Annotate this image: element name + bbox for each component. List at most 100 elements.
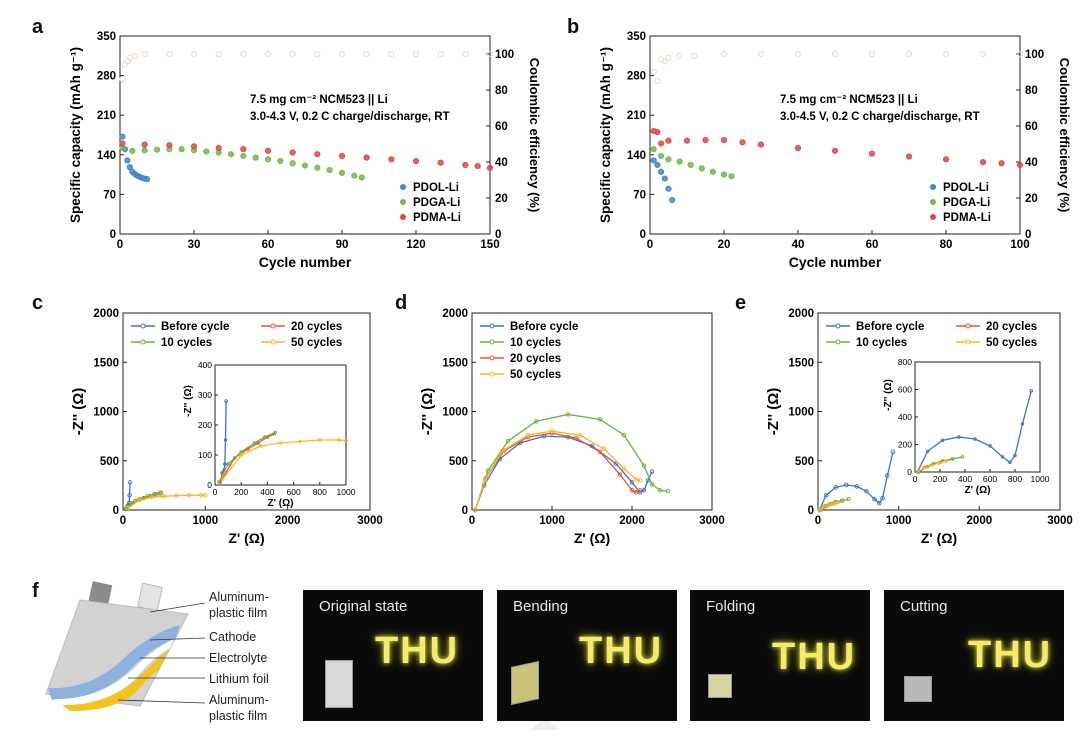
leader-line — [149, 602, 206, 613]
x-tick-label: 30 — [188, 239, 201, 251]
plot-frame — [471, 312, 713, 511]
data-point-pdma-li — [654, 129, 661, 136]
data-point — [226, 462, 230, 466]
inset-chart: 0 200 400 600 800 1000 0 200 400 600 800 Z' (Ω) -Z''… — [883, 357, 1050, 496]
x-tick-label: 20 — [718, 239, 731, 251]
data-point-pdma-li — [658, 140, 665, 147]
data-point-pdga-li — [314, 164, 321, 171]
y2-tick-label: 40 — [1025, 157, 1038, 169]
data-point — [223, 462, 227, 466]
x-tick-label: 1000 — [193, 515, 219, 527]
data-point-pdma-li — [1016, 161, 1024, 169]
y-tick-label: 2000 — [788, 308, 814, 320]
data-point — [601, 446, 607, 452]
data-point — [161, 493, 167, 499]
data-point — [940, 438, 945, 443]
data-point — [125, 505, 131, 511]
data-point — [854, 484, 859, 489]
data-point-pdma-li — [240, 146, 247, 153]
inset-x-tick-label: 400 — [958, 474, 972, 484]
ce-point — [437, 50, 444, 58]
data-point — [256, 441, 260, 445]
x-tick-label: 0 — [815, 515, 821, 527]
y-tick-label: 500 — [795, 456, 814, 468]
y-tick-label: 1000 — [788, 407, 814, 419]
ce-point — [665, 54, 672, 61]
data-point — [973, 437, 977, 441]
data-point — [198, 492, 204, 498]
data-point — [505, 438, 511, 444]
y-tick-label: 0 — [640, 229, 646, 241]
data-point-pdma-li — [720, 136, 728, 144]
series-line-50-cycles — [917, 460, 947, 473]
ce-point — [650, 68, 657, 76]
plot-frame — [649, 35, 1021, 235]
cathode-layer — [48, 625, 180, 700]
inset-y-tick-label: 200 — [898, 440, 912, 450]
legend-label: 20 cycles — [510, 353, 561, 365]
lithium-layer — [62, 650, 168, 712]
x-tick-label: 0 — [647, 239, 653, 251]
inset-y-label: -Z'' (Ω) — [883, 379, 894, 411]
pouch-label-electrolyte: Electrolyte — [209, 651, 268, 665]
data-point — [988, 444, 992, 448]
legend-marker — [400, 199, 406, 205]
data-point-pdma-li — [739, 139, 746, 146]
inset-y-tick-label: 800 — [898, 357, 912, 367]
y-tick-label: 70 — [633, 189, 646, 201]
ce-point — [119, 76, 126, 83]
data-point — [937, 461, 941, 465]
legend-label: 10 cycles — [161, 337, 212, 349]
data-point-pdga-li — [178, 146, 185, 153]
data-point-pdga-li — [676, 158, 683, 165]
pouch-cell-schematic — [45, 581, 206, 712]
y-tick-label: 500 — [449, 456, 468, 468]
data-point — [149, 494, 155, 500]
data-point-pdma-li — [942, 156, 950, 163]
pouch-cell-image — [904, 676, 932, 702]
y-tick-label: 70 — [103, 189, 116, 201]
data-point — [123, 506, 128, 512]
y2-tick-label: 60 — [1025, 121, 1038, 133]
y-tick-label: 1500 — [788, 357, 814, 369]
legend-label: Before cycle — [856, 321, 924, 333]
data-point-pdga-li — [203, 148, 210, 155]
data-point — [573, 435, 579, 441]
y2-tick-label: 80 — [495, 85, 508, 97]
data-point-pdga-li — [301, 162, 309, 169]
data-point-pdma-li — [338, 152, 346, 160]
inset-x-tick-label: 0 — [213, 487, 218, 497]
data-point — [649, 482, 655, 487]
ce-point — [388, 50, 395, 58]
data-point-pdga-li — [698, 165, 705, 172]
data-point — [629, 488, 635, 493]
electrolyte-layer — [54, 639, 174, 707]
data-point — [823, 492, 829, 498]
data-point-pdol-li — [658, 168, 665, 175]
data-point-pdga-li — [650, 146, 657, 153]
faint-mark — [530, 718, 560, 730]
y-tick-label: 210 — [97, 110, 116, 122]
data-point — [158, 490, 164, 496]
y-axis-label: -Z'' (Ω) — [70, 388, 87, 435]
data-point — [846, 496, 851, 502]
chart-annotation-line1: 7.5 mg cm⁻² NCM523 || Li — [780, 94, 918, 106]
legend-label: PDGA-Li — [413, 197, 460, 209]
inset-x-tick-label: 200 — [933, 474, 947, 484]
data-point — [637, 488, 643, 493]
data-point — [472, 507, 478, 513]
inset-y-tick-label: 400 — [898, 412, 912, 422]
x-tick-label: 3000 — [699, 515, 725, 527]
data-point — [641, 463, 647, 468]
ce-point — [240, 50, 247, 58]
data-point — [1020, 422, 1025, 426]
y2-axis-label: Coulombic efficiency (%) — [1057, 58, 1072, 213]
panel-label-c: c — [32, 292, 44, 314]
photo-caption: Original state — [319, 598, 408, 615]
inset-x-label: Z' (Ω) — [965, 485, 991, 496]
y2-tick-label: 20 — [495, 193, 508, 205]
data-point — [186, 492, 192, 498]
ce-point — [905, 50, 913, 58]
data-point — [915, 470, 920, 474]
